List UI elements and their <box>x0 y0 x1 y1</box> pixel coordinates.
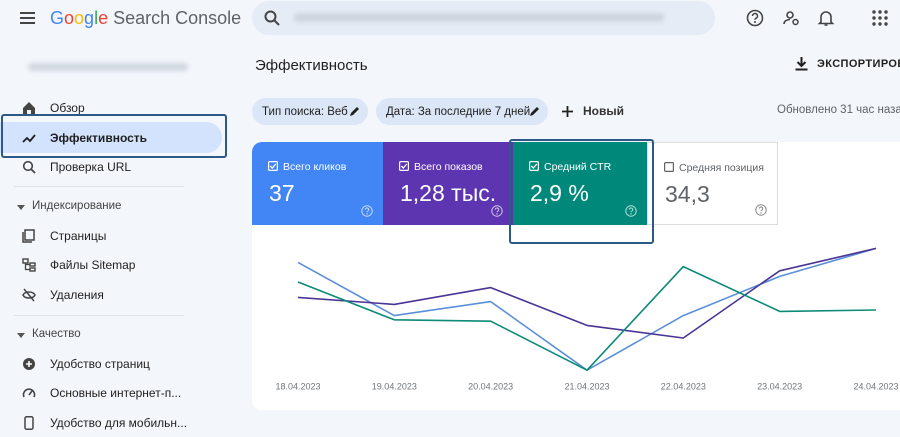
nav-label: Страницы <box>50 228 107 243</box>
series-line <box>297 247 877 339</box>
checkbox <box>529 161 539 171</box>
nav-label: Основные интернет-п... <box>50 385 182 400</box>
nav-label: Обзор <box>50 100 85 115</box>
search-icon <box>264 10 280 26</box>
nav-item[interactable]: Обзор <box>0 93 222 122</box>
nav-item[interactable]: Удобство для мобильн... <box>0 408 222 437</box>
users-icon[interactable] <box>782 9 800 27</box>
metric-card[interactable]: Средняя позиция 34,3 <box>647 142 778 225</box>
x-tick-label: 21.04.2023 <box>564 381 609 391</box>
series-line <box>297 247 877 371</box>
divider <box>14 186 184 187</box>
checkbox <box>268 161 278 171</box>
bell-icon[interactable] <box>817 9 835 27</box>
highlight-box <box>1 114 227 158</box>
metric-value: 2,9 % <box>530 180 589 206</box>
filter-chip[interactable]: Дата: За последние 7 дней <box>376 98 548 125</box>
metric-value: 37 <box>269 180 295 206</box>
logo-google: Google <box>50 8 109 28</box>
chip-label: Тип поиска: Веб <box>262 105 348 118</box>
metric-label: Всего кликов <box>283 161 347 173</box>
help-icon <box>755 204 767 216</box>
performance-card: Всего кликов 37 Всего показов 1,28 тыс. Сред… <box>252 142 900 410</box>
collapse-icon[interactable] <box>17 331 25 339</box>
nav-label: Проверка URL <box>50 159 132 174</box>
search-box[interactable] <box>252 1 715 35</box>
property-selector[interactable] <box>16 50 216 84</box>
nav-heading: Индексирование <box>32 200 122 212</box>
highlight-box <box>509 139 654 244</box>
logo-product: Search Console <box>113 8 242 28</box>
x-tick-label: 22.04.2023 <box>661 381 706 391</box>
x-tick-label: 19.04.2023 <box>372 381 417 391</box>
metric-card[interactable]: Средний CTR 2,9 % <box>513 142 647 225</box>
chip-label: Дата: За последние 7 дней <box>386 105 531 118</box>
nav-item[interactable]: Файлы Sitemap <box>0 250 222 279</box>
menu-icon[interactable] <box>20 11 36 25</box>
nav-item[interactable]: Удобство страниц <box>0 349 222 378</box>
metric-label: Всего показов <box>414 161 483 173</box>
divider <box>14 315 184 316</box>
metric-label: Средний CTR <box>544 161 612 173</box>
nav-item[interactable]: Страницы <box>0 221 222 250</box>
page-title: Эффективность <box>255 57 368 74</box>
help-icon <box>361 205 373 217</box>
x-tick-label: 20.04.2023 <box>468 381 513 391</box>
collapse-icon[interactable] <box>17 203 25 211</box>
metric-card[interactable]: Всего показов 1,28 тыс. <box>383 142 513 225</box>
blurred-url <box>294 13 664 22</box>
help-icon <box>491 205 503 217</box>
checkbox <box>664 162 674 172</box>
x-tick-label: 18.04.2023 <box>275 381 320 391</box>
updated-text: Обновлено 31 час назад <box>777 104 900 116</box>
blurred-property <box>28 63 188 71</box>
nav-item[interactable]: Проверка URL <box>0 152 222 181</box>
nav-label: Удобство для мобильн... <box>50 415 188 430</box>
metric-value: 1,28 тыс. <box>400 180 497 206</box>
apps-icon[interactable] <box>872 10 888 26</box>
nav-label: Удаления <box>50 287 104 302</box>
chart: 18.04.2023 19.04.2023 20.04.2023 21.04.2023… <box>275 247 899 391</box>
help-icon <box>625 205 637 217</box>
series-line <box>297 265 877 371</box>
metric-label: Средняя позиция <box>679 162 764 174</box>
nav-item-active[interactable]: Эффективность <box>0 122 222 153</box>
x-tick-label: 24.04.2023 <box>853 381 898 391</box>
nav-label: Файлы Sitemap <box>50 257 136 272</box>
nav-heading: Качество <box>32 328 81 340</box>
x-tick-label: 23.04.2023 <box>757 381 802 391</box>
help-icon[interactable] <box>746 9 764 27</box>
metric-card[interactable]: Всего кликов 37 <box>252 142 383 225</box>
new-label: Новый <box>583 104 624 118</box>
export-label: ЭКСПОРТИРОВА <box>817 58 900 70</box>
nav-label: Удобство страниц <box>50 356 150 371</box>
nav-label: Эффективность <box>50 130 148 145</box>
checkbox <box>399 161 409 171</box>
logo[interactable]: Google Search Console <box>50 8 241 29</box>
filter-chip[interactable]: Тип поиска: Веб <box>252 98 368 125</box>
metric-value: 34,3 <box>665 181 710 207</box>
nav-item[interactable]: Основные интернет-п... <box>0 378 222 407</box>
nav-item[interactable]: Удаления <box>0 280 222 309</box>
